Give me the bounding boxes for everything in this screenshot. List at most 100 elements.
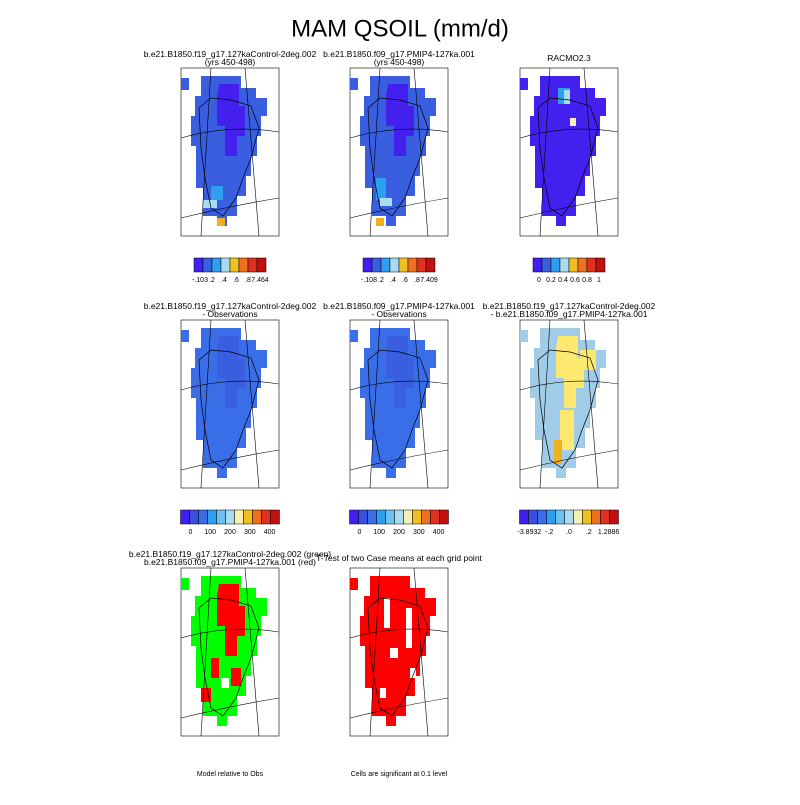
panel-title: RACMO2.3 <box>547 53 591 63</box>
grid-cell <box>211 186 223 200</box>
colorbar-label: 0.8 <box>582 277 592 284</box>
colorbar-label: 100 <box>204 529 216 536</box>
colorbar-box <box>229 257 240 273</box>
colorbar-box <box>425 257 436 273</box>
colorbar-label: 0 <box>357 529 361 536</box>
coastline <box>367 597 429 717</box>
panel-title: b.e21.B1850.f19_g17.127kaControl-2deg.00… <box>144 49 317 59</box>
colorbar-box <box>247 257 258 273</box>
colorbar-box <box>252 509 262 525</box>
colorbar-box <box>532 257 543 273</box>
colorbar-box <box>198 509 208 525</box>
colorbar-box <box>211 257 222 273</box>
colorbar-label: -.108 <box>361 277 377 284</box>
colorbar-box <box>261 509 271 525</box>
colorbar-box <box>243 509 253 525</box>
colorbar-label: .6 <box>402 277 408 284</box>
colorbar-box <box>546 509 556 525</box>
map <box>349 67 449 237</box>
grid-cell <box>384 598 390 628</box>
grid-cell <box>390 648 398 658</box>
map <box>519 319 619 489</box>
colorbar-box <box>407 257 418 273</box>
colorbar-label: 300 <box>244 529 256 536</box>
colorbar-box <box>394 509 404 525</box>
grid-cell <box>376 218 384 226</box>
grid-cell <box>350 578 358 590</box>
colorbar-label: 7.409 <box>420 277 438 284</box>
colorbar-box <box>376 509 386 525</box>
map <box>519 67 619 237</box>
colorbar-box <box>519 509 529 525</box>
colorbar-box <box>225 509 235 525</box>
panel-title: (yrs 450-498) <box>205 57 256 67</box>
colorbar-label: 7.464 <box>251 277 269 284</box>
graticule <box>180 319 280 489</box>
colorbar-label: .8 <box>414 277 420 284</box>
panel-title: T-Test of two Case means at each grid po… <box>316 553 482 563</box>
grid-cell <box>221 678 229 688</box>
colorbar-box <box>541 257 552 273</box>
colorbar-label: 0.2 <box>546 277 556 284</box>
map <box>180 567 280 737</box>
grid-cell <box>554 440 562 464</box>
colorbar-box <box>270 509 280 525</box>
colorbar-label: 200 <box>393 529 405 536</box>
grid-cell <box>520 78 528 90</box>
colorbar-label: 200 <box>224 529 236 536</box>
colorbar-box <box>220 257 231 273</box>
grid-cell <box>410 668 416 678</box>
colorbar-box <box>256 257 267 273</box>
colorbar-box <box>421 509 431 525</box>
graticule <box>180 567 280 737</box>
colorbar-box <box>591 509 601 525</box>
colorbar-label: 0 <box>537 277 541 284</box>
colorbar-box <box>398 257 409 273</box>
grid-cell <box>201 688 211 702</box>
graticule <box>519 319 619 489</box>
colorbar-box <box>555 509 565 525</box>
colorbar-box <box>349 509 359 525</box>
colorbar-box <box>550 257 561 273</box>
colorbar-label: 1.2886 <box>598 529 620 536</box>
graticule <box>349 567 449 737</box>
grid-cell <box>217 218 225 226</box>
coastline <box>198 97 260 217</box>
colorbar-box <box>358 509 368 525</box>
grid-cell <box>406 608 412 648</box>
colorbar-label: 0 <box>188 529 192 536</box>
grid-cell <box>350 330 358 342</box>
colorbar-box <box>573 509 583 525</box>
colorbar-box <box>238 257 249 273</box>
colorbar-box <box>380 257 391 273</box>
grid-cell <box>350 78 358 90</box>
coastline <box>198 349 260 469</box>
colorbar-box <box>600 509 610 525</box>
colorbar-label: -.103 <box>192 277 208 284</box>
colorbar-box <box>439 509 449 525</box>
panel-title: - b.e21.B1850.f09_g17.PMIP4-127ka.001 <box>491 309 648 319</box>
colorbar-box <box>362 257 373 273</box>
panel-title: b.e21.B1850.f19_g17.127kaControl-2deg.00… <box>144 301 317 311</box>
colorbar-box <box>216 509 226 525</box>
panel-title: b.e21.B1850.f09_g17.PMIP4-127ka.001 <box>323 301 475 311</box>
colorbar-label: 400 <box>264 529 276 536</box>
colorbar-box <box>586 257 597 273</box>
colorbar-label: .2 <box>209 277 215 284</box>
colorbar-box <box>559 257 570 273</box>
grid-cell <box>376 178 386 200</box>
panel-title: (yrs 450-498) <box>374 57 425 67</box>
colorbar-box <box>416 257 427 273</box>
colorbar-box <box>564 509 574 525</box>
colorbar-box <box>577 257 588 273</box>
panel-title: - Observations <box>202 309 257 319</box>
colorbar-box <box>385 509 395 525</box>
panel-title: b.e21.B1850.f19_g17.127kaControl-2deg.00… <box>483 301 656 311</box>
grid-cell <box>380 688 386 698</box>
grid-cell <box>520 330 528 342</box>
colorbar-label: 400 <box>433 529 445 536</box>
colorbar-label: .2 <box>586 529 592 536</box>
colorbar-box <box>367 509 377 525</box>
colorbar-box <box>389 257 400 273</box>
colorbar-box <box>528 509 538 525</box>
